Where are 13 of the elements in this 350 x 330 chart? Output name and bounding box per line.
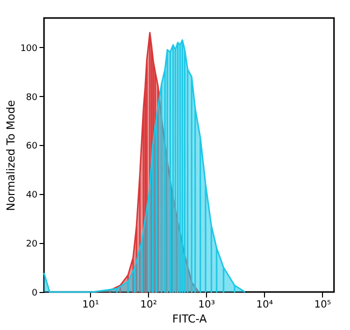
x-tick-label: 10² (140, 300, 158, 310)
x-tick-label: 10¹ (82, 300, 100, 310)
y-tick-label: 60 (26, 142, 38, 152)
y-tick-label: 40 (26, 190, 38, 201)
y-tick-label: 100 (20, 44, 38, 54)
x-axis-title: FITC-A (172, 312, 208, 326)
x-tick-label: 10³ (198, 300, 216, 310)
y-tick-label: 80 (26, 92, 38, 103)
y-axis-title: Normalized To Mode (4, 100, 18, 211)
y-tick-label: 20 (26, 240, 38, 250)
y-tick-label: 0 (32, 288, 38, 298)
x-tick-label: 10⁴ (256, 300, 274, 310)
x-tick-label: 10⁵ (314, 300, 332, 310)
